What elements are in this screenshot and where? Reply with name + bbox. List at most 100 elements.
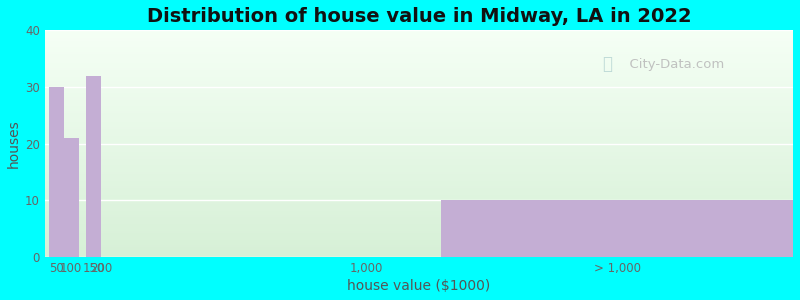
Bar [45,139,793,141]
Y-axis label: houses: houses [7,119,21,168]
Bar [45,87,793,89]
Bar [45,85,793,87]
Bar [45,32,793,35]
Bar [45,53,793,55]
Bar [45,253,793,255]
Bar [45,35,793,37]
Bar [45,160,793,162]
Bar [45,112,793,114]
Bar [45,121,793,123]
Bar [45,105,793,107]
Bar [45,232,793,234]
Bar [45,78,793,80]
Bar [45,221,793,223]
Bar [45,42,793,44]
Bar [45,151,793,153]
Bar [45,60,793,62]
Bar [45,187,793,189]
Bar [45,153,793,155]
Bar [45,123,793,125]
Bar [45,218,793,221]
Bar [45,180,793,182]
Bar [45,176,793,178]
Bar [45,216,793,218]
Bar [45,194,793,196]
Bar [45,207,793,209]
Bar [45,132,793,135]
Bar [45,239,793,241]
Bar [45,58,793,60]
Bar [45,255,793,257]
Text: City-Data.com: City-Data.com [621,58,724,71]
Bar [45,198,793,200]
Bar [45,162,793,164]
Bar [45,230,793,232]
Bar [45,178,793,180]
Bar [45,250,793,253]
Bar [45,107,793,110]
Bar [45,96,793,98]
Bar [45,37,793,39]
Bar [45,48,793,51]
Bar [45,44,793,46]
Bar [45,155,793,157]
Bar [45,144,793,146]
Bar [45,200,793,202]
Bar [45,74,793,76]
Bar [45,116,793,119]
Bar [45,103,793,105]
Bar [45,184,793,187]
Bar [45,205,793,207]
Bar [442,200,793,257]
Bar [45,98,793,101]
Bar [45,92,793,94]
Bar [45,94,793,96]
Bar [45,128,793,130]
Bar [45,166,793,169]
Bar [45,62,793,64]
Bar [45,243,793,246]
Bar [45,30,793,32]
Bar [45,237,793,239]
Bar [45,157,793,160]
Bar [45,71,793,74]
Bar [45,171,793,173]
Bar [45,39,793,42]
Title: Distribution of house value in Midway, LA in 2022: Distribution of house value in Midway, L… [146,7,691,26]
Bar [45,225,793,228]
Bar [86,76,101,257]
Bar [45,125,793,128]
Bar [49,87,63,257]
Bar [45,146,793,148]
X-axis label: house value ($1000): house value ($1000) [347,279,490,293]
Bar [45,76,793,78]
Bar [45,202,793,205]
Bar [45,67,793,69]
Bar [45,135,793,137]
Bar [63,138,78,257]
Bar [45,100,793,103]
Bar [45,46,793,48]
Bar [45,164,793,166]
Bar [45,228,793,230]
Text: ⦾: ⦾ [602,55,612,73]
Bar [45,169,793,171]
Bar [45,64,793,67]
Bar [45,223,793,225]
Bar [45,55,793,58]
Bar [45,248,793,250]
Bar [45,137,793,139]
Bar [45,189,793,191]
Bar [45,191,793,194]
Bar [45,234,793,237]
Bar [45,241,793,243]
Bar [45,51,793,53]
Bar [45,148,793,151]
Bar [45,80,793,83]
Bar [45,130,793,132]
Bar [45,182,793,184]
Bar [45,114,793,116]
Bar [45,196,793,198]
Bar [45,141,793,144]
Bar [45,82,793,85]
